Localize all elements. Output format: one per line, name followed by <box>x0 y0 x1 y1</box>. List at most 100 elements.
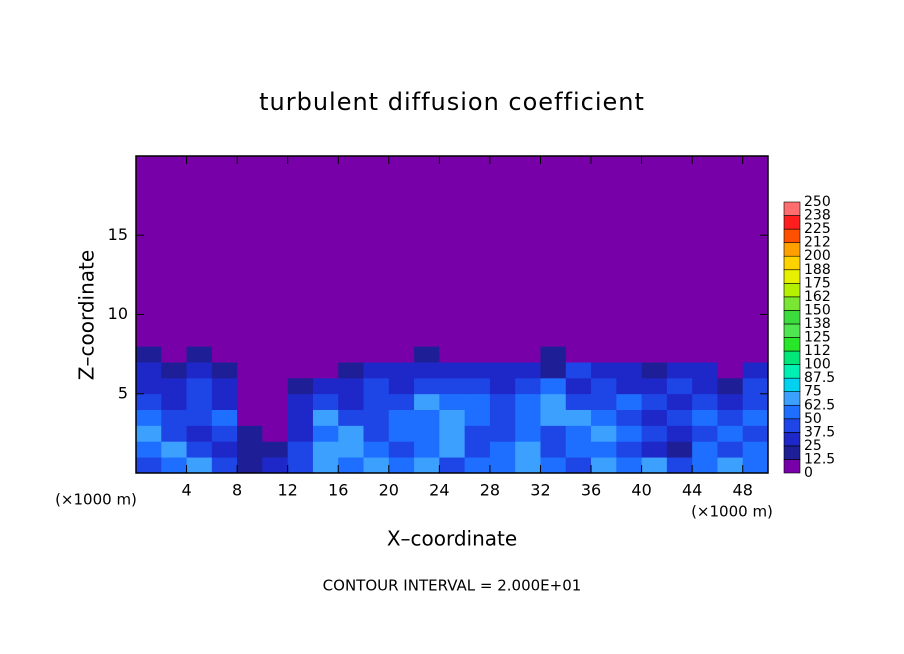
colorbar-label: 25 <box>804 438 822 454</box>
field-cell <box>338 156 364 347</box>
colorbar-label: 238 <box>804 208 831 224</box>
field-cell <box>616 441 642 458</box>
field-cell <box>565 362 592 379</box>
field-cell <box>161 441 187 458</box>
field-cell <box>363 377 390 395</box>
field-cell <box>287 346 314 363</box>
field-cell <box>136 409 162 426</box>
field-cell <box>717 393 744 410</box>
field-cell <box>515 362 541 379</box>
x-unit: (×1000 m) <box>691 503 773 521</box>
field-cell <box>591 441 617 458</box>
field-cell <box>692 441 718 458</box>
x-tick-label: 36 <box>581 481 601 500</box>
field-cell <box>312 409 339 426</box>
field-cell <box>742 441 769 458</box>
field-cell <box>464 409 491 426</box>
colorbar-swatch <box>783 391 801 406</box>
field-cell <box>414 457 440 474</box>
x-tick-label: 12 <box>278 481 298 500</box>
field-cell <box>489 409 516 426</box>
field-cell <box>414 425 440 442</box>
field-cell <box>717 377 744 395</box>
field-cell <box>439 441 466 458</box>
x-tick-label: 20 <box>379 481 399 500</box>
field-cell <box>439 425 466 442</box>
field-cell <box>439 362 466 379</box>
field-cell <box>287 425 314 442</box>
field-cell <box>515 377 541 395</box>
field-cell <box>388 377 415 395</box>
field-cell <box>414 377 440 395</box>
field-cell <box>287 156 314 347</box>
field-cell <box>540 377 567 395</box>
field-cell <box>388 346 415 363</box>
colorbar-swatch <box>783 445 801 460</box>
field-cell <box>616 156 642 347</box>
field-cell <box>237 409 263 426</box>
colorbar-label: 200 <box>804 248 831 264</box>
colorbar-label: 212 <box>804 235 831 251</box>
field-cell <box>211 393 238 410</box>
field-cell <box>742 457 769 474</box>
colorbar-label: 225 <box>804 221 831 237</box>
field-cell <box>439 457 466 474</box>
field-cell <box>489 377 516 395</box>
field-cell <box>489 362 516 379</box>
field-cell <box>565 393 592 410</box>
x-tick-label: 24 <box>429 481 449 500</box>
field-cell <box>641 377 668 395</box>
field-cell <box>616 409 642 426</box>
field-cell <box>287 457 314 474</box>
field-cell <box>591 362 617 379</box>
field-cell <box>414 156 440 347</box>
field-cell <box>211 441 238 458</box>
field-cell <box>211 156 238 347</box>
colorbar-label: 138 <box>804 316 831 332</box>
field-cell <box>211 377 238 395</box>
field-cell <box>338 441 364 458</box>
field-cell <box>312 377 339 395</box>
colorbar-swatch <box>783 282 801 298</box>
field-cell <box>338 425 364 442</box>
colorbar-swatch <box>783 404 801 420</box>
colorbar-label: 188 <box>804 262 831 278</box>
colorbar-swatch <box>783 269 801 284</box>
field-cell <box>414 362 440 379</box>
field-cell <box>666 362 693 379</box>
field-cell <box>717 441 744 458</box>
colorbar-label: 150 <box>804 302 831 318</box>
field-cell <box>312 362 339 379</box>
x-tick-label: 32 <box>530 481 550 500</box>
field-cell <box>717 156 744 347</box>
field-cell <box>717 346 744 363</box>
field-cell <box>540 346 567 363</box>
field-cell <box>439 346 466 363</box>
field-cell <box>439 409 466 426</box>
field-cell <box>565 156 592 347</box>
field-cell <box>515 156 541 347</box>
field-cell <box>742 156 769 347</box>
field-cell <box>717 409 744 426</box>
x-tick-label: 40 <box>631 481 651 500</box>
colorbar-swatch <box>783 201 801 216</box>
field-cell <box>186 156 213 347</box>
field-cell <box>136 362 162 379</box>
field-cell <box>742 425 769 442</box>
x-tick-label: 48 <box>733 481 753 500</box>
colorbar-swatch <box>783 418 801 433</box>
x-tick-label: 4 <box>181 481 191 500</box>
field-cell <box>136 156 162 347</box>
field-cell <box>565 409 592 426</box>
field-cell <box>262 409 289 426</box>
field-cell <box>388 362 415 379</box>
field-cell <box>388 156 415 347</box>
contour-note: CONTOUR INTERVAL = 2.000E+01 <box>323 577 582 595</box>
field-cell <box>641 441 668 458</box>
y-tick-label: 10 <box>108 304 128 323</box>
field-cell <box>464 156 491 347</box>
x-tick-label: 8 <box>232 481 242 500</box>
field-cell <box>591 425 617 442</box>
field-cell <box>439 393 466 410</box>
field-cell <box>161 156 187 347</box>
